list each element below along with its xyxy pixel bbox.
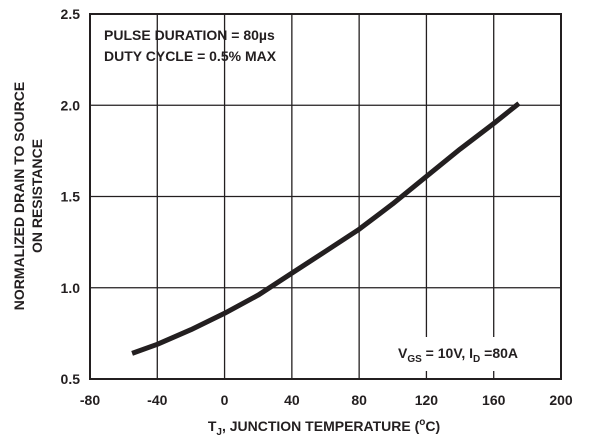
cond-v: V bbox=[398, 345, 408, 361]
y-axis-title-line2: ON RESISTANCE bbox=[29, 139, 45, 253]
grid bbox=[90, 14, 561, 379]
cond-i-sub: D bbox=[473, 354, 480, 365]
annotation-pulse-duration: PULSE DURATION = 80µs bbox=[104, 27, 275, 43]
x-tick-label: -80 bbox=[80, 392, 100, 408]
y-tick-label: 0.5 bbox=[61, 371, 81, 387]
y-tick-label: 2.5 bbox=[61, 6, 81, 22]
x-tick-label: 120 bbox=[415, 392, 439, 408]
x-tick-label: 40 bbox=[284, 392, 300, 408]
y-axis-title-line1: NORMALIZED DRAIN TO SOURCE bbox=[11, 82, 27, 310]
annotation-conditions: VGS = 10V, ID =80A bbox=[398, 345, 518, 365]
plot-frame bbox=[89, 13, 562, 380]
y-tick-label: 1.0 bbox=[61, 280, 81, 296]
x-tick-label: 0 bbox=[221, 392, 229, 408]
series-curve bbox=[131, 101, 521, 356]
cond-v-rest: = 10V, I bbox=[422, 345, 473, 361]
x-tick-label: -40 bbox=[147, 392, 167, 408]
series-line bbox=[131, 101, 521, 356]
annotation-duty-cycle: DUTY CYCLE = 0.5% MAX bbox=[104, 48, 277, 64]
x-axis-title: TJ, JUNCTION TEMPERATURE (oC) bbox=[208, 417, 440, 437]
x-tick-label: 200 bbox=[549, 392, 573, 408]
y-tick-label: 2.0 bbox=[61, 97, 81, 113]
x-tick-label: 160 bbox=[482, 392, 506, 408]
cond-v-sub: GS bbox=[407, 354, 422, 365]
y-tick-label: 1.5 bbox=[61, 189, 81, 205]
x-axis-ticks: -80 -40 0 40 80 120 160 200 bbox=[80, 392, 573, 408]
conditions-box bbox=[388, 337, 540, 371]
y-axis-ticks: 0.5 1.0 1.5 2.0 2.5 bbox=[61, 6, 81, 387]
cond-i-rest: =80A bbox=[480, 345, 518, 361]
x-tick-label: 80 bbox=[351, 392, 367, 408]
